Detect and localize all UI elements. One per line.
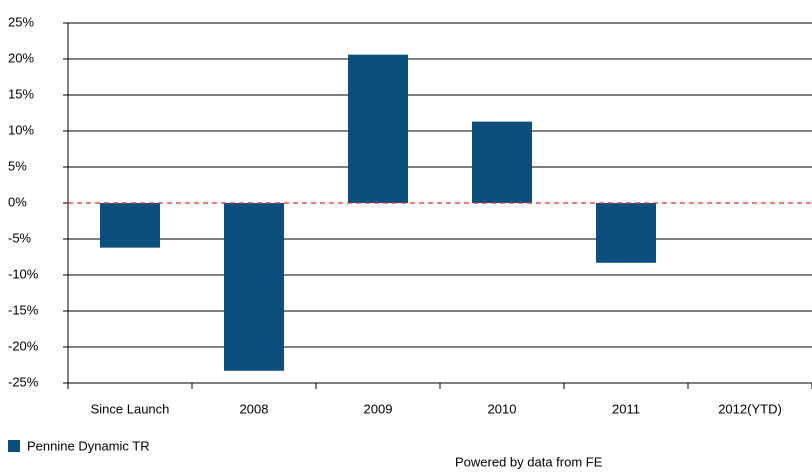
bar (596, 203, 656, 263)
x-tick-label: Since Launch (91, 401, 170, 416)
y-tick-label: 5% (8, 158, 27, 173)
y-tick-label: 15% (8, 86, 34, 101)
legend-label: Pennine Dynamic TR (27, 438, 150, 453)
legend-swatch (8, 440, 20, 452)
bar (472, 121, 532, 203)
bar (224, 203, 284, 371)
y-tick-label: -10% (8, 266, 39, 281)
y-tick-label: -15% (8, 302, 39, 317)
x-tick-label: 2011 (612, 401, 640, 416)
bar (348, 54, 408, 204)
y-tick-label: 25% (8, 14, 34, 29)
x-tick-label: 2012(YTD) (718, 401, 782, 416)
footer: Powered by data from FE (455, 454, 603, 469)
y-tick-label: -20% (8, 338, 39, 353)
y-tick-label: 0% (8, 194, 27, 209)
bar (100, 203, 160, 248)
y-tick-label: -5% (8, 230, 32, 245)
x-tick-label: 2010 (488, 401, 517, 416)
y-tick-label: 10% (8, 122, 34, 137)
y-tick-label: 20% (8, 50, 34, 65)
x-tick-label: 2009 (364, 401, 393, 416)
x-tick-label: 2008 (240, 401, 269, 416)
y-tick-label: -25% (8, 374, 39, 389)
